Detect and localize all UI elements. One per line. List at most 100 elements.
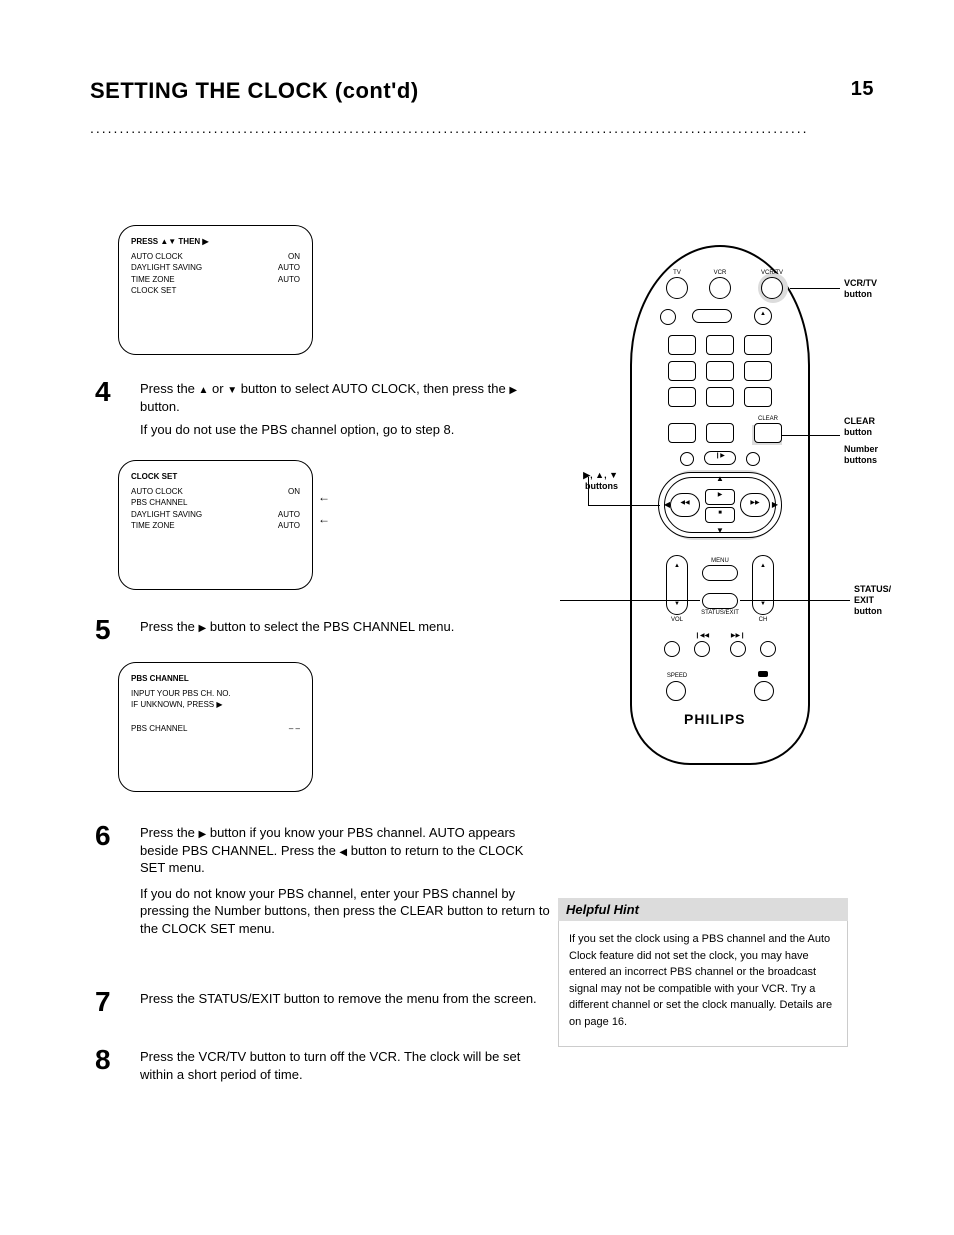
r: AUTO bbox=[278, 520, 300, 531]
r: TIME ZONE bbox=[131, 520, 175, 531]
eject-icon: ▲ bbox=[754, 311, 772, 317]
remote-num-6 bbox=[744, 361, 772, 381]
remote-skip-b bbox=[760, 641, 776, 657]
r: PBS CHANNEL bbox=[131, 497, 187, 508]
r: AUTO CLOCK bbox=[131, 486, 183, 497]
t: button. bbox=[140, 399, 180, 414]
t: Press the bbox=[140, 381, 199, 396]
down-icon: ▼ bbox=[714, 527, 726, 535]
remote-skip-a bbox=[664, 641, 680, 657]
remote-slow bbox=[680, 452, 694, 466]
callout-line-dpad-h bbox=[588, 505, 660, 506]
remote-status-button bbox=[702, 593, 738, 609]
screen-pbs: PBS CHANNEL INPUT YOUR PBS CH. NO. IF UN… bbox=[118, 662, 313, 792]
helpful-hint-title: Helpful Hint bbox=[558, 898, 848, 921]
pause-icon: ❙▶ bbox=[704, 453, 736, 459]
remote-led bbox=[758, 671, 768, 677]
step-6-text: Press the ▶ button if you know your PBS … bbox=[140, 824, 550, 937]
step-5-text: Press the ▶ button to select the PBS CHA… bbox=[140, 618, 550, 636]
ff-icon: ▶▶ bbox=[740, 500, 770, 506]
page-number: 15 bbox=[851, 78, 874, 101]
prev-icon: ❙◀◀ bbox=[690, 633, 714, 639]
lbl: VCR/TV bbox=[752, 270, 792, 276]
remote-bottom-1 bbox=[666, 681, 686, 701]
step-8-number: 8 bbox=[95, 1044, 111, 1076]
step-4-number: 4 bbox=[95, 376, 111, 408]
r: PBS CHANNEL bbox=[131, 723, 187, 734]
t: or bbox=[208, 381, 227, 396]
r: ON bbox=[288, 486, 300, 497]
step-6-number: 6 bbox=[95, 820, 111, 852]
r: IF UNKNOWN, PRESS ▶ bbox=[131, 699, 300, 710]
r: AUTO bbox=[278, 262, 300, 273]
remote-skip-next bbox=[730, 641, 746, 657]
callout-line-clear bbox=[782, 435, 840, 436]
remote-small-1 bbox=[660, 309, 676, 325]
remote-num-1 bbox=[668, 335, 696, 355]
r: DAYLIGHT SAVING bbox=[131, 509, 202, 520]
step-4-text: Press the ▲ or ▼ button to select AUTO C… bbox=[140, 380, 550, 439]
r: TIME ZONE bbox=[131, 274, 175, 285]
step-4-extra: If you do not use the PBS channel option… bbox=[140, 421, 550, 439]
lbl: STATUS/EXIT bbox=[696, 610, 744, 616]
rew-icon: ◀◀ bbox=[670, 500, 700, 506]
callout-dpad: ▶, ▲, ▼ buttons bbox=[558, 470, 618, 492]
helpful-hint-body: If you set the clock using a PBS channel… bbox=[558, 921, 848, 1047]
lbl: SPEED bbox=[660, 673, 694, 679]
remote-vcr-button bbox=[709, 277, 731, 299]
t: Press the STATUS/EXIT button to remove t… bbox=[140, 991, 537, 1006]
r: AUTO bbox=[278, 509, 300, 520]
remote-num-100 bbox=[668, 423, 696, 443]
step-5-number: 5 bbox=[95, 614, 111, 646]
remote-slow2 bbox=[746, 452, 760, 466]
screen-header: PRESS ▲▼ THEN ▶ bbox=[131, 236, 300, 247]
r: DAYLIGHT SAVING bbox=[131, 262, 202, 273]
lbl: MENU bbox=[702, 558, 738, 564]
remote-num-7 bbox=[668, 387, 696, 407]
remote-display bbox=[692, 309, 732, 323]
right-icon: ▶ bbox=[509, 385, 517, 396]
next-icon: ▶▶❙ bbox=[726, 633, 750, 639]
lbl: CLEAR bbox=[754, 416, 782, 422]
callout-clear: CLEAR button bbox=[844, 416, 875, 438]
remote-power-button bbox=[761, 277, 783, 299]
left-icon: ◀ bbox=[662, 501, 672, 509]
screen-header: CLOCK SET bbox=[131, 471, 300, 482]
step-7-number: 7 bbox=[95, 986, 111, 1018]
down-icon: ▼ bbox=[227, 385, 237, 396]
remote-num-4 bbox=[668, 361, 696, 381]
remote-num-0 bbox=[706, 423, 734, 443]
r: AUTO bbox=[278, 274, 300, 285]
r: CLOCK SET bbox=[131, 285, 176, 296]
r: – – bbox=[289, 723, 300, 734]
screen-header: PBS CHANNEL bbox=[131, 673, 300, 684]
remote-num-5 bbox=[706, 361, 734, 381]
left-icon: ◀ bbox=[339, 847, 347, 858]
t: Press the bbox=[140, 825, 199, 840]
remote-num-3 bbox=[744, 335, 772, 355]
play-icon: ▶ bbox=[705, 492, 735, 498]
brand-label: PHILIPS bbox=[684, 711, 745, 727]
up-icon: ▲ bbox=[714, 475, 726, 483]
t: button to select AUTO CLOCK, then press … bbox=[237, 381, 509, 396]
right-icon: ▶ bbox=[770, 501, 780, 509]
remote-menu-button bbox=[702, 565, 738, 581]
remote-tv-button bbox=[666, 277, 688, 299]
r: INPUT YOUR PBS CH. NO. bbox=[131, 688, 300, 699]
up-icon: ▲ bbox=[752, 563, 774, 569]
r: ON bbox=[288, 251, 300, 262]
screen-clockset-2: CLOCK SET AUTO CLOCK ON PBS CHANNEL DAYLI… bbox=[118, 460, 313, 590]
lbl: VCR bbox=[709, 270, 731, 276]
up-icon: ▲ bbox=[199, 385, 209, 396]
arrow-indicator-1: ← bbox=[318, 490, 330, 504]
screen-clockset-1: PRESS ▲▼ THEN ▶ AUTO CLOCKON DAYLIGHT SA… bbox=[118, 225, 313, 355]
t: button to select the PBS CHANNEL menu. bbox=[206, 619, 454, 634]
t: Press the bbox=[140, 619, 199, 634]
step-6-extra: If you do not know your PBS channel, ent… bbox=[140, 885, 550, 938]
callout-power: VCR/TV button bbox=[844, 278, 877, 300]
remote-num-8 bbox=[706, 387, 734, 407]
remote-num-2 bbox=[706, 335, 734, 355]
stop-icon: ■ bbox=[705, 510, 735, 516]
lbl: VOL bbox=[660, 617, 694, 623]
callout-numbers: Number buttons bbox=[844, 444, 878, 466]
